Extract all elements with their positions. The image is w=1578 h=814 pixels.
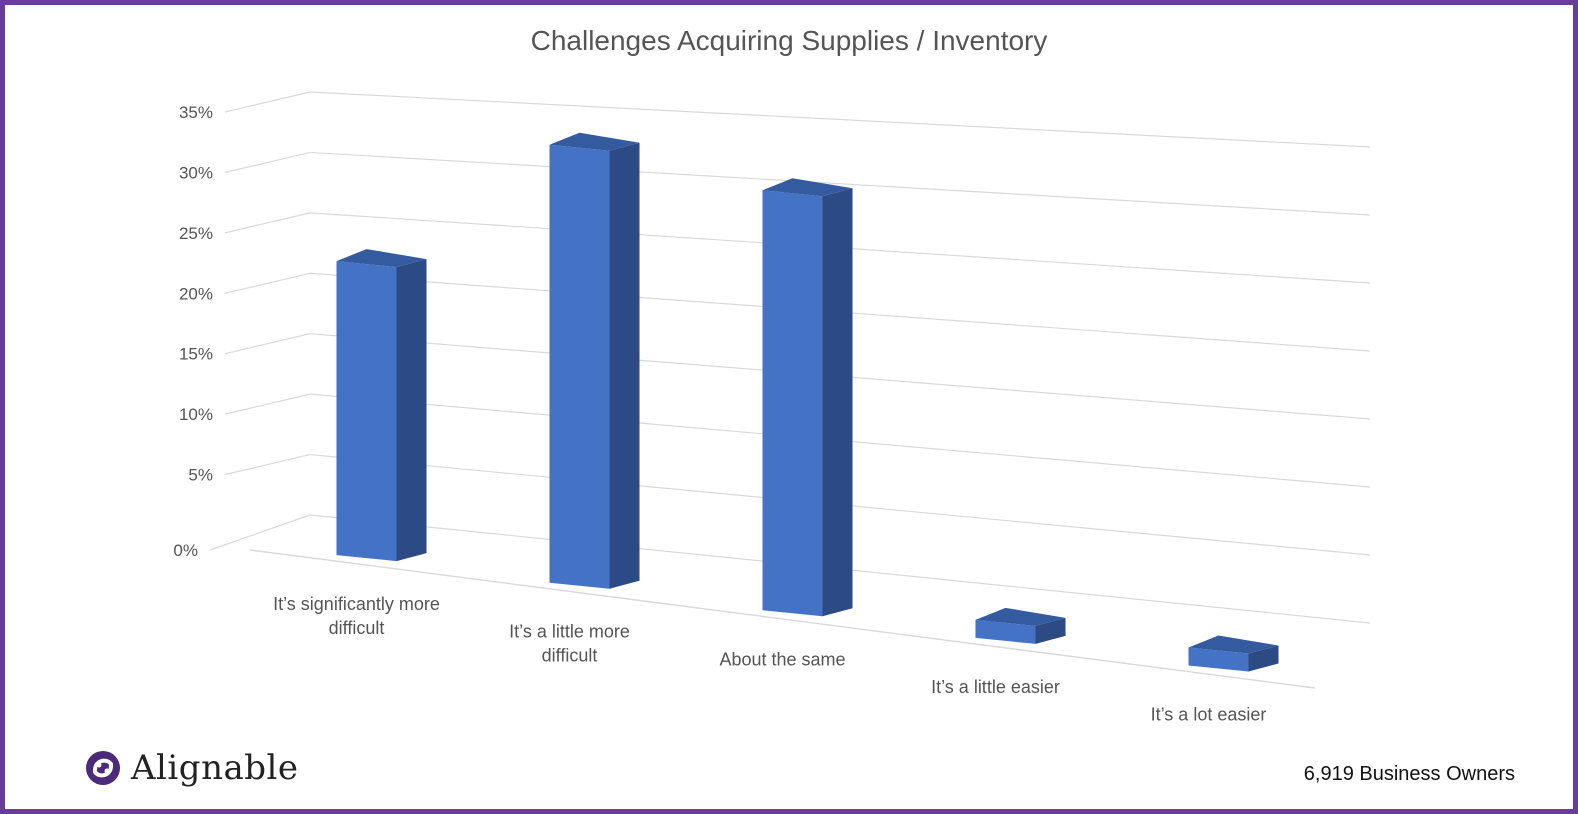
bar xyxy=(336,249,427,562)
gridline-left xyxy=(209,514,311,551)
y-tick-label: 15% xyxy=(179,345,213,364)
bar-top xyxy=(549,132,640,151)
bar-side xyxy=(609,142,640,589)
bar-side xyxy=(822,188,853,617)
gridline-left xyxy=(224,91,311,113)
bar-side xyxy=(1035,617,1066,644)
bar-top xyxy=(1188,635,1279,654)
bar-front xyxy=(336,261,397,562)
x-category-line: It’s a little easier xyxy=(931,677,1060,697)
x-category-label: It’s a lot easier xyxy=(1151,704,1267,724)
gridline-left xyxy=(224,151,311,174)
gridline xyxy=(309,91,1371,148)
bar xyxy=(549,132,640,589)
x-category-label: It’s a little more difficult xyxy=(509,622,630,666)
y-tick-label: 30% xyxy=(179,163,213,182)
y-tick-label: 5% xyxy=(188,466,213,485)
floor-edge xyxy=(249,549,1316,689)
chart-svg: 0% 5% 10% 15% 20% 25% 30% 35% It’s significantl… xyxy=(173,91,1371,724)
x-category-line: difficult xyxy=(329,618,385,638)
alignable-logo-icon xyxy=(86,751,120,785)
y-tick-label: 10% xyxy=(179,405,213,424)
x-category-label: It’s significantly more difficult xyxy=(273,594,440,638)
y-tick-label: 35% xyxy=(179,103,213,122)
chart-title: Challenges Acquiring Supplies / Inventor… xyxy=(530,25,1048,56)
y-tick-label: 25% xyxy=(179,224,213,243)
gridline-left xyxy=(224,393,311,415)
bar-front xyxy=(1188,647,1249,672)
bar-top xyxy=(336,249,427,268)
gridline-left xyxy=(224,453,311,476)
gridline-left xyxy=(224,333,311,355)
gridline xyxy=(309,151,1371,216)
x-category-label: About the same xyxy=(719,649,845,669)
bar-front xyxy=(975,619,1036,644)
alignable-logo: Alignable xyxy=(85,743,299,793)
x-category-line: It’s a little more xyxy=(509,622,630,642)
bar-top xyxy=(762,178,853,197)
y-tick-label: 20% xyxy=(179,284,213,303)
x-category-line: About the same xyxy=(719,649,845,669)
gridline-left xyxy=(224,212,311,234)
x-category-line: difficult xyxy=(542,646,598,666)
bar-top xyxy=(975,607,1066,626)
x-category-line: It’s a lot easier xyxy=(1151,704,1267,724)
bar-front xyxy=(549,144,610,589)
y-tick-label: 0% xyxy=(173,541,198,560)
alignable-logo-text: Alignable xyxy=(131,748,299,788)
bar-front xyxy=(762,190,823,617)
bar-side xyxy=(1248,645,1279,672)
bar-side xyxy=(396,259,427,562)
bar xyxy=(762,178,853,617)
respondent-count: 6,919 Business Owners xyxy=(1303,763,1515,785)
bar xyxy=(975,607,1066,644)
x-category-line: It’s significantly more xyxy=(273,594,440,614)
bar xyxy=(1188,635,1279,672)
x-category-label: It’s a little easier xyxy=(931,677,1060,697)
gridline-left xyxy=(224,272,311,294)
